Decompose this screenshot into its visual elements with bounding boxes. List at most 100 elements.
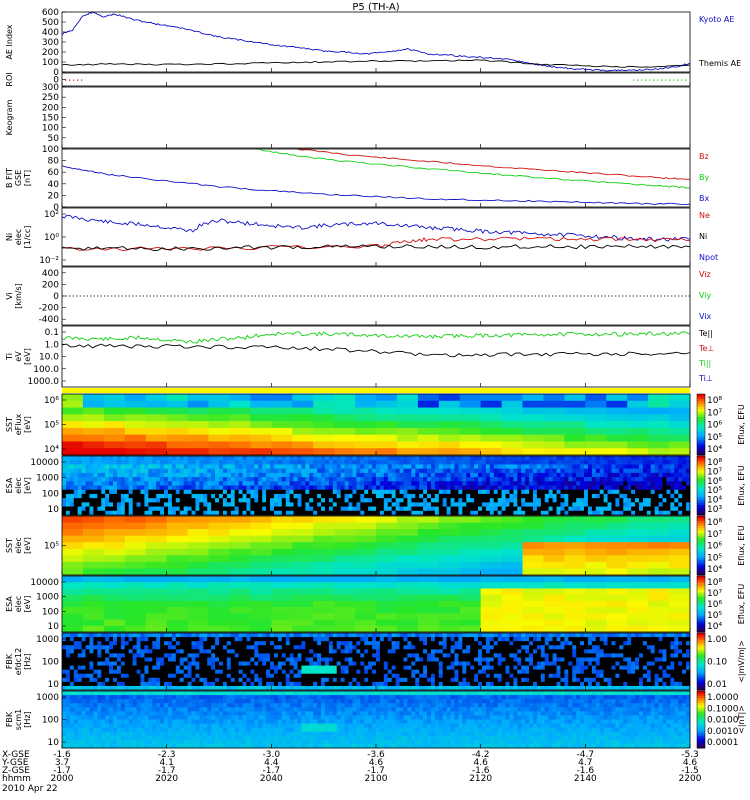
fbk1-cell (140, 681, 145, 687)
esa2-cell (166, 619, 188, 627)
fbk1-cell (297, 641, 302, 646)
fbk1-cell (152, 685, 157, 691)
fbk1-cell (105, 685, 110, 691)
esa1-cell (277, 472, 283, 478)
esa1-cell (638, 456, 644, 461)
esa1-cell (474, 493, 479, 499)
esa1-cell (642, 506, 648, 512)
esa1-cell (654, 506, 659, 512)
fbk1-cell (230, 633, 236, 638)
esa1-cell (238, 498, 243, 503)
sst2-cell (459, 535, 482, 543)
esa1-cell (607, 464, 612, 470)
fbk1-cell (344, 669, 349, 675)
fbk1-cell (246, 637, 251, 642)
roi-dot (669, 79, 671, 81)
sst1-cell (669, 394, 691, 402)
esa1-cell (595, 506, 601, 512)
fbk1-cell (85, 673, 90, 679)
esa2-cell (438, 600, 461, 608)
esa2-cell (417, 625, 440, 633)
fbk1-cell (391, 661, 397, 666)
esa2-cell (627, 576, 649, 583)
esa1-cell (599, 460, 605, 465)
esa1-cell (356, 510, 361, 516)
esa1-cell (446, 489, 451, 495)
esa1-cell (662, 464, 667, 470)
esa1-cell (270, 493, 275, 499)
fbk1-cell (485, 681, 491, 687)
sst2-cell (417, 542, 440, 550)
sst2-cell (543, 535, 565, 543)
esa1-cell (599, 456, 605, 461)
sst1-cell (522, 400, 544, 408)
esa1-cell (607, 485, 612, 491)
esa1-cell (564, 481, 569, 486)
esa2-cell (334, 625, 356, 633)
esa1-cell (533, 485, 538, 491)
fbk1-cell (407, 633, 412, 638)
fbk1-cell (120, 673, 126, 679)
esa2-cell (627, 582, 649, 589)
esa1-cell (427, 481, 432, 486)
fbk1-cell (105, 661, 110, 666)
esa1-cell (423, 510, 428, 516)
esa1-cell (415, 506, 420, 512)
fbk1-cell (219, 641, 224, 646)
esa2-cell (124, 576, 147, 583)
velocity-ylabel-line: [km/s] (14, 283, 23, 309)
esa1-cell (140, 502, 145, 507)
esa1-cell (321, 460, 326, 465)
esa2-cell (501, 619, 523, 627)
esa1-cell (148, 468, 153, 474)
esa2-cell (417, 594, 440, 602)
esa1-cell (576, 456, 581, 461)
esa2-cell (313, 600, 335, 608)
esa1-cell (497, 493, 502, 499)
esa1-cell (328, 489, 334, 495)
fbk1-cell (234, 649, 240, 654)
esa1-cell (650, 472, 656, 478)
sst2-colorbar-tick: 10⁴ (707, 565, 722, 575)
esa1-cell (65, 464, 71, 470)
esa1-cell (372, 481, 377, 486)
fbk1-cell (62, 649, 67, 654)
esa1-cell (136, 464, 141, 470)
esa1-cell (81, 502, 86, 507)
fbk1-cell (120, 665, 126, 671)
esa1-cell (481, 464, 487, 470)
sst2-cell (522, 548, 544, 556)
esa1-cell (560, 464, 565, 470)
fbk1-cell (481, 681, 487, 687)
fbk1-cell (270, 685, 275, 691)
fbk1-cell (62, 653, 67, 658)
fbk1-cell (399, 649, 404, 654)
velocity-legend-label: Viz (699, 270, 711, 279)
esa1-cell (438, 502, 444, 507)
sst2-cell (522, 522, 544, 530)
fbk1-cell (207, 669, 212, 675)
fbk1-cell (179, 657, 185, 662)
fbk1-cell (324, 665, 330, 671)
fbk1-cell (246, 641, 251, 646)
sst2-cell (334, 542, 356, 550)
sst2-cell (396, 522, 419, 530)
esa1-cell (152, 498, 157, 503)
esa1-cell (635, 464, 640, 470)
roi-dot (81, 79, 83, 81)
fbk1-cell (144, 633, 149, 638)
esa1-cell (544, 502, 550, 507)
esa1-cell (489, 506, 495, 512)
esa1-cell (513, 481, 518, 486)
fbk1-cell (489, 641, 495, 646)
esa2-cell (103, 600, 126, 608)
fbk1-cell (171, 645, 177, 650)
fbk1-cell (419, 661, 424, 666)
esa1-cell (321, 493, 326, 499)
fbk1-cell (383, 649, 389, 654)
esa2-cell (334, 582, 356, 589)
fbk1-cell (458, 677, 463, 683)
fbk1-cell (199, 645, 204, 650)
fbk1-cell (234, 661, 240, 666)
